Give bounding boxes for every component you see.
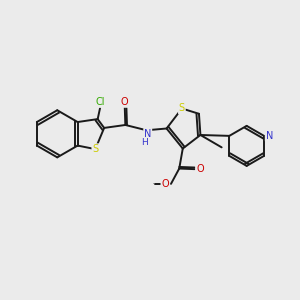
Text: H: H [141, 138, 148, 147]
Text: N: N [144, 129, 152, 139]
Text: S: S [179, 103, 185, 113]
Text: O: O [161, 179, 169, 190]
Text: O: O [153, 183, 154, 184]
Text: S: S [92, 144, 98, 154]
Text: N: N [266, 131, 273, 141]
Text: O: O [121, 97, 129, 107]
Text: Cl: Cl [95, 97, 105, 107]
Text: O: O [196, 164, 204, 174]
